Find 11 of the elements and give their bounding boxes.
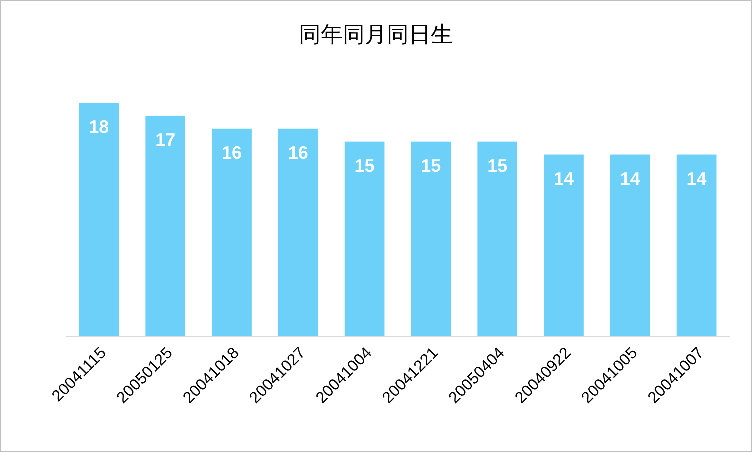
data-label: 18 xyxy=(89,117,110,137)
data-label: 16 xyxy=(288,142,308,163)
data-label: 15 xyxy=(421,156,442,176)
title: 同年同月同日生 xyxy=(299,22,453,47)
data-label: 15 xyxy=(354,156,375,176)
data-label: 14 xyxy=(620,168,640,189)
data-label: 14 xyxy=(554,168,574,189)
data-label: 17 xyxy=(156,130,176,150)
data-label: 14 xyxy=(686,168,707,189)
data-label: 15 xyxy=(488,156,508,176)
data-label: 16 xyxy=(222,142,242,163)
